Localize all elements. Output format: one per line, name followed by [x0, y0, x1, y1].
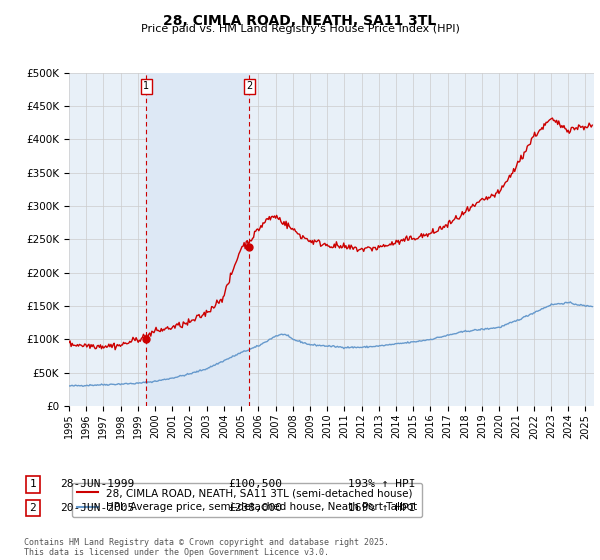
Text: £238,000: £238,000 — [228, 503, 282, 513]
Text: 193% ↑ HPI: 193% ↑ HPI — [348, 479, 415, 489]
Text: Contains HM Land Registry data © Crown copyright and database right 2025.
This d: Contains HM Land Registry data © Crown c… — [24, 538, 389, 557]
Text: 2: 2 — [29, 503, 37, 513]
Legend: 28, CIMLA ROAD, NEATH, SA11 3TL (semi-detached house), HPI: Average price, semi-: 28, CIMLA ROAD, NEATH, SA11 3TL (semi-de… — [71, 483, 422, 517]
Text: 28-JUN-1999: 28-JUN-1999 — [60, 479, 134, 489]
Text: 20-JUN-2005: 20-JUN-2005 — [60, 503, 134, 513]
Text: £100,500: £100,500 — [228, 479, 282, 489]
Text: 28, CIMLA ROAD, NEATH, SA11 3TL: 28, CIMLA ROAD, NEATH, SA11 3TL — [163, 14, 437, 28]
Text: 169% ↑ HPI: 169% ↑ HPI — [348, 503, 415, 513]
Text: Price paid vs. HM Land Registry's House Price Index (HPI): Price paid vs. HM Land Registry's House … — [140, 24, 460, 34]
Bar — [146, 73, 249, 406]
Text: 1: 1 — [29, 479, 37, 489]
Text: 1: 1 — [143, 81, 149, 91]
Text: 2: 2 — [246, 81, 253, 91]
